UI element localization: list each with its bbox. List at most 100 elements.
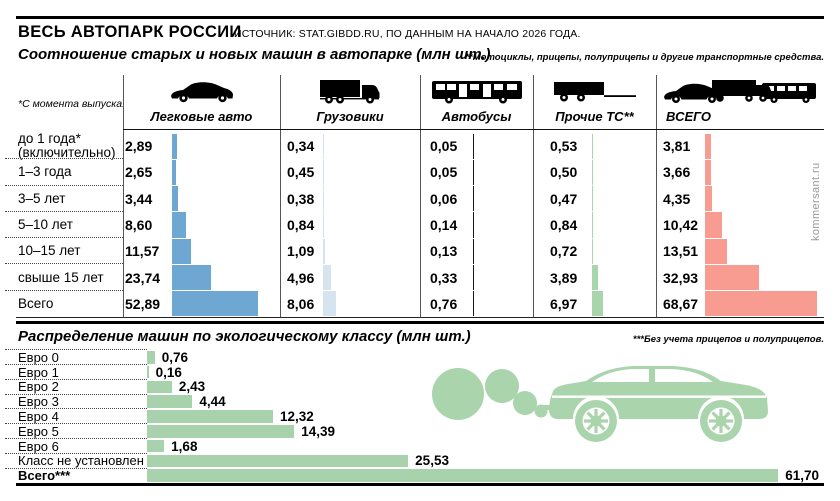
row-separator bbox=[5, 210, 123, 212]
bar bbox=[172, 133, 177, 159]
row-separator bbox=[5, 263, 123, 265]
value-cell: 13,51 bbox=[663, 243, 699, 260]
row-separator bbox=[5, 378, 147, 380]
row-separator bbox=[5, 408, 147, 410]
bar bbox=[172, 238, 191, 264]
bar bbox=[172, 265, 211, 291]
bus-icon bbox=[420, 78, 533, 106]
value-cell: 0,05 bbox=[430, 164, 458, 181]
car-icon bbox=[123, 78, 280, 106]
eco-row-label: Евро 4 bbox=[18, 409, 59, 424]
value-cell: 4,35 bbox=[663, 190, 691, 207]
bar bbox=[592, 265, 599, 291]
data-source: ИСТОЧНИК: STAT.GIBDD.RU, ПО ДАННЫМ НА НА… bbox=[234, 28, 581, 40]
value-cell: 68,67 bbox=[663, 295, 699, 312]
bar bbox=[705, 133, 712, 159]
value-cell: 23,74 bbox=[125, 269, 161, 286]
column-divider bbox=[656, 75, 657, 317]
bar bbox=[592, 238, 594, 264]
eco-row-label: Евро 3 bbox=[18, 394, 59, 410]
column-header-total: ВСЕГО bbox=[656, 75, 824, 129]
value-cell: 0,14 bbox=[430, 216, 458, 233]
age-row-label: 5–10 лет bbox=[18, 216, 73, 232]
value-cell: 0,84 bbox=[287, 216, 315, 233]
age-row-label: 1–3 года bbox=[18, 164, 72, 180]
column-divider bbox=[533, 75, 534, 317]
age-footnote: **Мотоциклы, прицепы, полуприцепы и друг… bbox=[465, 52, 824, 63]
bottom-rule bbox=[16, 483, 824, 486]
eco-footnote: ***Без учета прицепов и полуприцепов. bbox=[632, 334, 824, 345]
bar bbox=[473, 159, 474, 185]
bar bbox=[147, 410, 274, 423]
value-cell: 0,33 bbox=[430, 269, 458, 286]
bar bbox=[473, 265, 474, 291]
top-rule bbox=[16, 16, 824, 19]
age-row-label: 10–15 лет bbox=[18, 243, 81, 259]
bar bbox=[147, 380, 172, 394]
bar bbox=[592, 159, 593, 185]
value-cell: 11,57 bbox=[125, 243, 160, 260]
age-chart-title: Соотношение старых и новых машин в автоп… bbox=[18, 46, 491, 63]
row-separator bbox=[5, 393, 147, 395]
value-cell: 61,70 bbox=[785, 468, 819, 484]
value-cell: 32,93 bbox=[663, 269, 699, 286]
bar bbox=[592, 186, 593, 212]
bar bbox=[592, 133, 593, 159]
eco-row-label: Евро 1 bbox=[18, 364, 59, 380]
row-separator bbox=[5, 349, 147, 351]
value-cell: 8,60 bbox=[125, 216, 153, 233]
bar bbox=[705, 265, 759, 291]
trailer-icon bbox=[533, 78, 656, 106]
eco-row-label: Евро 5 bbox=[18, 423, 59, 439]
bar bbox=[592, 291, 604, 317]
table-bottom-line bbox=[16, 317, 824, 318]
bar bbox=[323, 238, 325, 264]
bar bbox=[323, 159, 324, 185]
column-header-trucks: Грузовики bbox=[280, 75, 420, 129]
column-divider bbox=[280, 75, 281, 317]
age-row-label: 3–5 лет bbox=[18, 190, 66, 206]
bar bbox=[323, 186, 324, 212]
value-cell: 4,44 bbox=[199, 394, 226, 410]
value-cell: 3,66 bbox=[663, 164, 691, 181]
eco-row-label: Евро 6 bbox=[18, 438, 59, 454]
row-separator bbox=[5, 289, 123, 291]
column-divider bbox=[123, 75, 124, 317]
row-separator bbox=[5, 237, 123, 239]
value-cell: 1,09 bbox=[287, 243, 315, 260]
bar bbox=[172, 291, 259, 317]
bar bbox=[323, 265, 332, 291]
bar bbox=[705, 238, 728, 264]
value-cell: 3,44 bbox=[125, 190, 153, 207]
age-note: *С момента выпуска. bbox=[18, 98, 126, 110]
age-row-label: свыше 15 лет bbox=[18, 269, 104, 285]
row-separator bbox=[5, 452, 147, 454]
bar bbox=[473, 212, 474, 238]
row-separator bbox=[5, 158, 123, 160]
all-vehicles-icon bbox=[656, 78, 824, 106]
column-label: Автобусы bbox=[441, 109, 512, 124]
eco-chart-title: Распределение машин по экологическому кл… bbox=[18, 328, 471, 345]
value-cell: 2,89 bbox=[125, 138, 153, 155]
bar bbox=[147, 424, 295, 438]
bar bbox=[323, 133, 324, 159]
polluting-car-illustration bbox=[428, 358, 780, 455]
bar bbox=[172, 159, 177, 185]
bar bbox=[473, 238, 474, 264]
value-cell: 0,53 bbox=[550, 138, 578, 155]
bar bbox=[147, 365, 149, 379]
value-cell: 12,32 bbox=[280, 409, 314, 424]
value-cell: 2,65 bbox=[125, 164, 153, 181]
value-cell: 0,13 bbox=[430, 243, 458, 260]
row-separator bbox=[5, 437, 147, 439]
row-separator bbox=[5, 364, 147, 366]
column-label: Прочие ТС** bbox=[555, 109, 634, 124]
value-cell: 3,89 bbox=[550, 269, 578, 286]
bar bbox=[473, 291, 475, 317]
value-cell: 0,76 bbox=[161, 349, 189, 365]
bar bbox=[323, 291, 337, 317]
bar bbox=[705, 159, 711, 185]
column-label: Грузовики bbox=[316, 109, 384, 124]
value-cell: 0,76 bbox=[430, 295, 458, 312]
